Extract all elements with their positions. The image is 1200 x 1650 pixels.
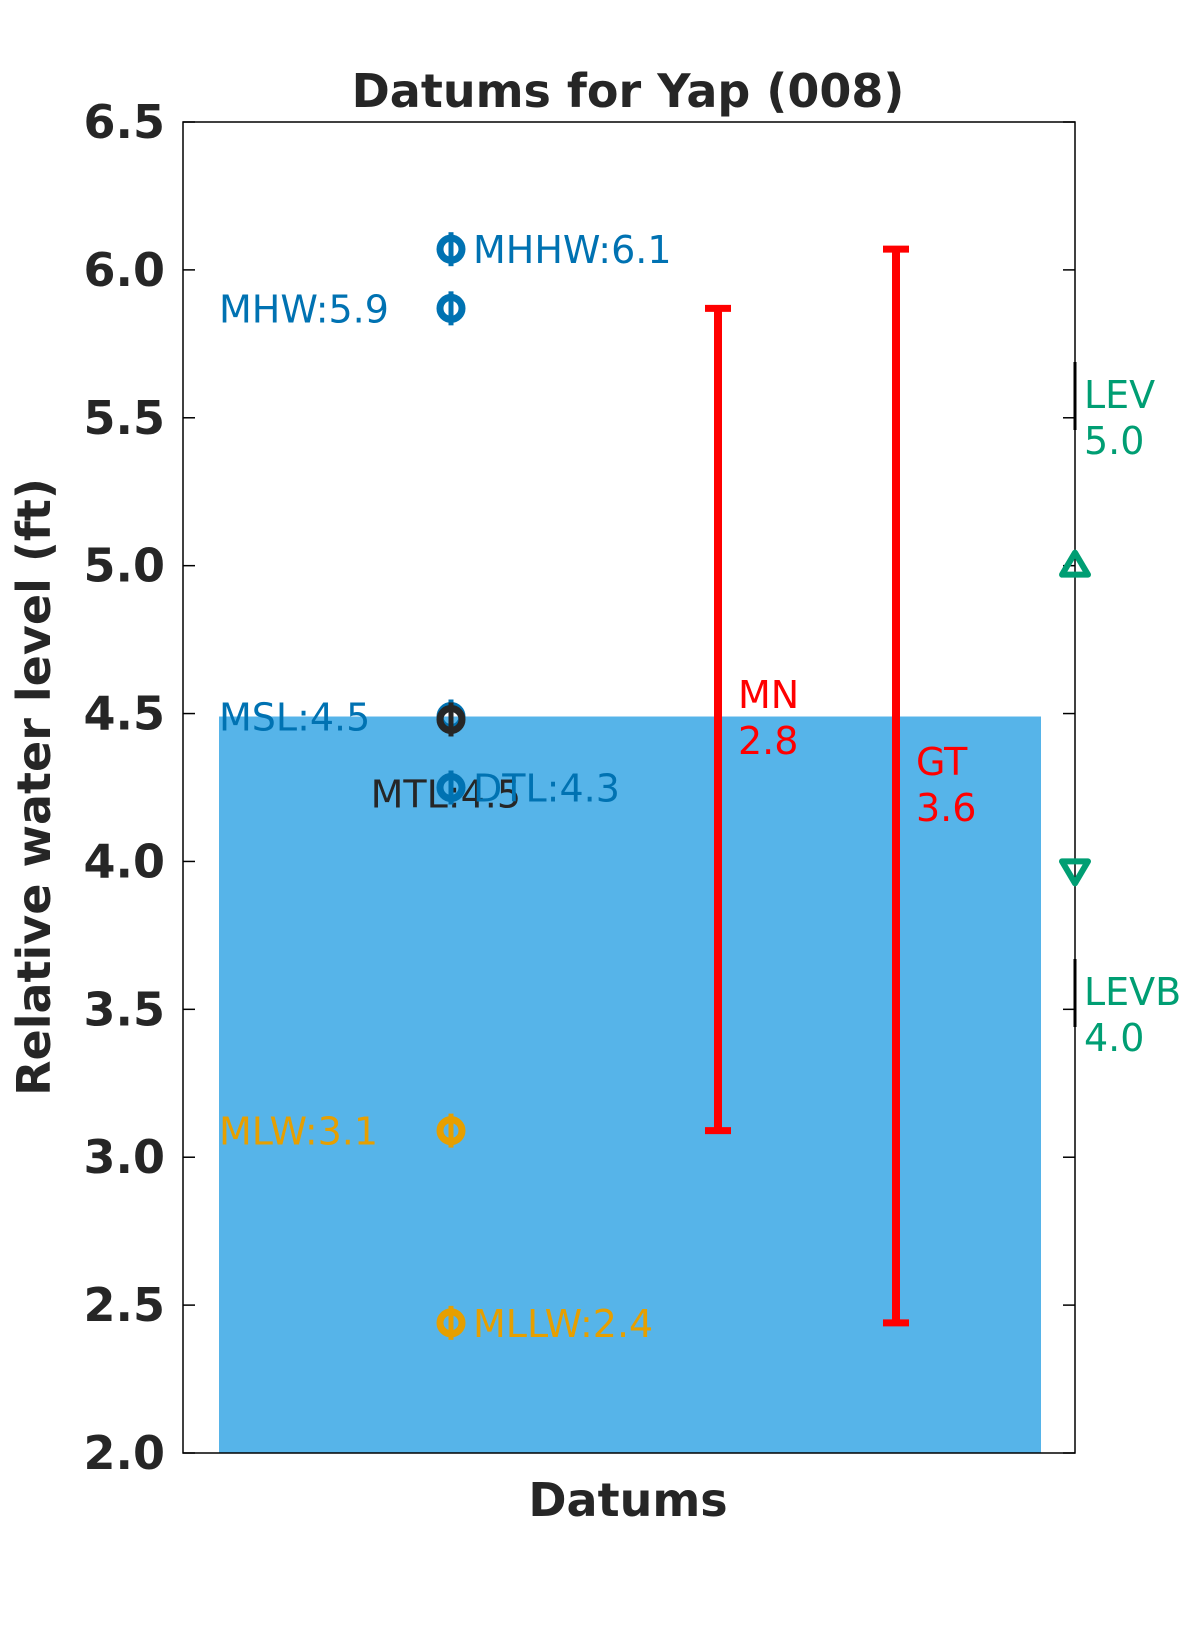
chart-title: Datums for Yap (008) <box>352 64 905 118</box>
extreme-label-name: LEVB <box>1084 970 1181 1014</box>
y-axis-label: Relative water level (ft) <box>7 478 61 1096</box>
y-tick-label: 5.5 <box>84 391 166 445</box>
datum-label: DTL:4.3 <box>473 767 620 811</box>
y-tick-label: 3.5 <box>84 982 166 1036</box>
datum-point-mhw: MHW:5.9 <box>219 287 466 331</box>
y-tick-label: 5.0 <box>84 539 166 593</box>
x-axis-label: Datums <box>528 1473 727 1527</box>
datum-label: MHHW:6.1 <box>473 228 672 272</box>
range-bars: MN2.8 GT3.6 <box>705 245 976 1327</box>
plot-frame <box>182 121 1076 1454</box>
y-tick-label: 2.5 <box>84 1278 166 1332</box>
y-tick-label: 2.0 <box>84 1426 166 1480</box>
range-label-value: 3.6 <box>916 786 976 830</box>
datum-label: MHW:5.9 <box>219 287 389 331</box>
range-label-name: GT <box>916 740 968 784</box>
datum-label: MSL:4.5 <box>219 696 370 740</box>
range-label-name: MN <box>738 673 799 717</box>
extreme-label-value: 4.0 <box>1084 1016 1144 1060</box>
y-tick-label: 6.0 <box>84 243 166 297</box>
datum-point-dtl: DTL:4.3 <box>436 767 620 811</box>
extreme-marker <box>1059 549 1091 578</box>
datum-point-mlw: MLW:3.1 <box>219 1110 466 1154</box>
datum-point-mllw: MLLW:2.4 <box>436 1302 653 1346</box>
water-level-fill <box>219 716 1041 1453</box>
y-tick-label: 3.0 <box>84 1130 166 1184</box>
datum-point-msl: MSL:4.5 <box>219 696 466 740</box>
extreme-marker <box>1059 858 1091 887</box>
datum-point-mhhw: MHHW:6.1 <box>436 228 672 272</box>
water-fill-layer <box>219 716 1041 1453</box>
extreme-label-name: LEV <box>1084 373 1155 417</box>
datum-label: MLW:3.1 <box>219 1110 378 1154</box>
y-tick-label: 4.0 <box>84 834 166 888</box>
datum-label: MLLW:2.4 <box>473 1302 653 1346</box>
datum-points: MHHW:6.1MHW:5.9MSL:4.5MTL:4.5DTL:4.3MLW:… <box>219 228 672 1346</box>
extreme-label-value: 5.0 <box>1084 419 1144 463</box>
range-label-value: 2.8 <box>738 719 798 763</box>
y-tick-label: 6.5 <box>84 95 166 149</box>
y-tick-labels: 2.0 2.5 3.0 3.5 4.0 4.5 5.0 5.5 6.0 6.5 <box>84 95 166 1480</box>
y-tick-label: 4.5 <box>84 687 166 741</box>
